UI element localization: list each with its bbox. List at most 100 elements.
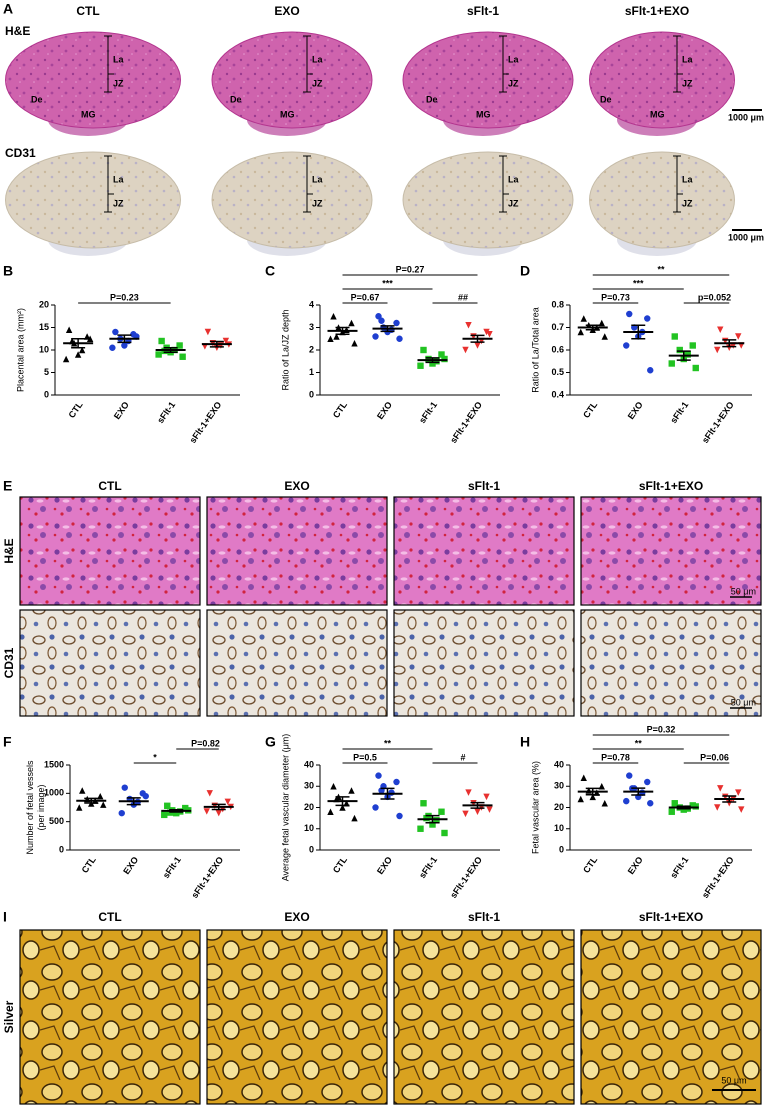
data-point — [486, 331, 493, 338]
x-tick-label: sFlt-1+EXO — [700, 400, 736, 445]
placenta-section — [211, 31, 373, 129]
sem-bar — [722, 339, 737, 348]
data-point — [429, 360, 436, 367]
y-tick-label: 0.8 — [551, 299, 564, 309]
y-tick-label: 0 — [59, 844, 64, 854]
sem-bar — [335, 796, 350, 807]
data-point — [351, 814, 358, 822]
data-point — [580, 774, 587, 781]
depth-marker — [104, 35, 114, 93]
data-point — [417, 825, 424, 832]
data-point — [717, 326, 724, 333]
data-point — [203, 808, 210, 815]
y-tick-label: 10 — [39, 344, 49, 354]
data-point — [372, 804, 379, 811]
data-point — [623, 797, 630, 805]
data-point — [155, 351, 162, 358]
panel-label: C — [265, 263, 275, 279]
data-point — [577, 795, 584, 803]
y-tick-label: 0.4 — [551, 389, 564, 399]
panel-label: B — [3, 263, 13, 279]
depth-marker — [673, 35, 683, 93]
scale-bar-label: 1000 μm — [728, 112, 764, 122]
data-point — [671, 800, 678, 807]
y-tick-label: 0.7 — [551, 322, 564, 332]
data-point — [78, 346, 86, 354]
placenta-section — [589, 31, 735, 129]
data-point — [222, 337, 230, 345]
y-tick-label: 0 — [309, 844, 314, 854]
depth-marker — [104, 155, 114, 213]
placenta-section — [402, 151, 574, 249]
sem-bar — [71, 338, 86, 349]
data-point — [441, 355, 448, 363]
data-point — [164, 802, 171, 809]
x-tick-label: CTL — [331, 854, 350, 874]
comparison-label: ** — [657, 264, 665, 274]
y-tick-label: 10 — [304, 823, 314, 833]
data-point — [348, 787, 355, 794]
y-tick-label: 5 — [44, 367, 49, 377]
y-tick-label: 20 — [39, 299, 49, 309]
comparison-label: ** — [384, 738, 392, 748]
data-point — [433, 817, 440, 824]
data-point — [224, 798, 231, 806]
region-label: La — [508, 174, 519, 184]
sem-bar — [585, 324, 600, 331]
data-point — [438, 351, 445, 358]
comparison-label: P=0.78 — [601, 752, 630, 762]
data-point — [100, 801, 107, 808]
y-tick-label: 3 — [309, 322, 314, 332]
group-header: EXO — [284, 910, 309, 924]
data-point — [393, 778, 400, 786]
data-point — [97, 792, 104, 800]
placenta-section — [402, 31, 574, 129]
sem-bar — [84, 797, 99, 804]
sem-bar — [631, 324, 646, 340]
region-label: La — [508, 54, 519, 64]
sem-bar — [676, 350, 691, 361]
data-point — [375, 313, 382, 320]
sem-bar — [117, 334, 132, 344]
data-point — [351, 340, 358, 347]
group-header: CTL — [76, 4, 99, 18]
data-point — [161, 811, 168, 819]
y-tick-label: 2 — [309, 344, 314, 354]
data-point — [601, 800, 608, 807]
sem-bar — [163, 347, 178, 353]
region-label: MG — [280, 109, 295, 119]
y-tick-label: 1500 — [44, 759, 64, 769]
x-tick-label: sFlt-1 — [161, 855, 183, 880]
comparison-label: p=0.052 — [698, 292, 731, 302]
data-point — [372, 333, 379, 340]
region-label: La — [113, 54, 124, 64]
data-point — [441, 829, 448, 837]
micrograph — [580, 929, 762, 1105]
micrograph — [206, 496, 388, 606]
region-label: De — [230, 94, 242, 104]
placenta-section — [211, 151, 373, 249]
row-label: H&E — [5, 24, 30, 38]
x-tick-label: sFlt-1 — [155, 400, 177, 425]
y-tick-label: 40 — [304, 759, 314, 769]
group-header: sFlt-1 — [467, 4, 499, 18]
data-point — [204, 328, 212, 336]
y-tick-label: 1 — [309, 367, 314, 377]
x-tick-label: sFlt-1 — [668, 400, 690, 425]
data-point — [417, 362, 424, 369]
data-point — [692, 803, 699, 810]
sem-bar — [209, 340, 224, 348]
data-point — [158, 337, 165, 345]
data-point — [109, 344, 116, 351]
micrograph — [206, 929, 388, 1105]
data-point — [339, 804, 346, 811]
data-point — [206, 790, 213, 797]
data-point — [393, 319, 400, 327]
y-axis-label: (per image) — [36, 784, 46, 830]
region-label: MG — [476, 109, 491, 119]
region-label: La — [113, 174, 124, 184]
data-point — [465, 322, 472, 329]
y-tick-label: 30 — [554, 781, 564, 791]
y-axis-label: Number of fetal vessels — [25, 760, 35, 855]
